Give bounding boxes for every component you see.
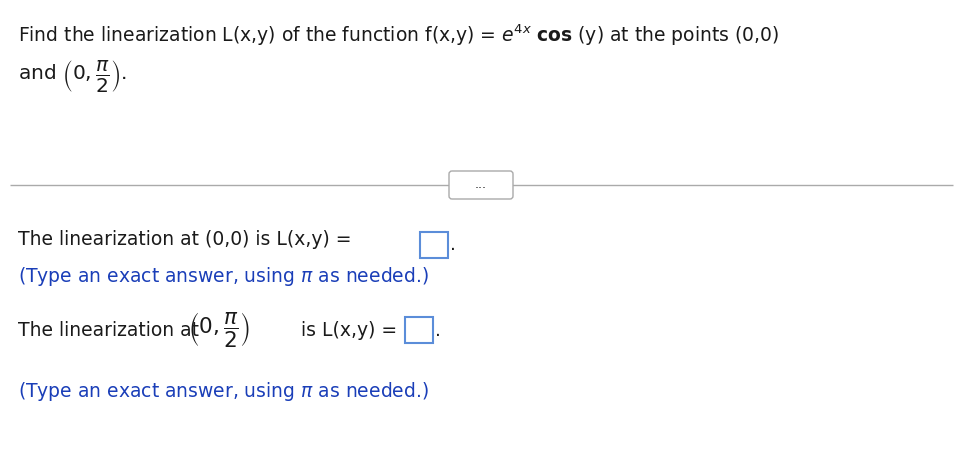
Text: and $\left(0,\dfrac{\pi}{2}\right)$.: and $\left(0,\dfrac{\pi}{2}\right)$. <box>18 58 127 94</box>
Text: .: . <box>450 236 455 254</box>
Text: .: . <box>435 320 441 340</box>
FancyBboxPatch shape <box>420 232 448 258</box>
FancyBboxPatch shape <box>405 317 433 343</box>
FancyBboxPatch shape <box>449 171 513 199</box>
Text: (Type an exact answer, using $\pi$ as needed.): (Type an exact answer, using $\pi$ as ne… <box>18 265 429 288</box>
Text: Find the linearization L(x,y) of the function f(x,y) = $e^{4x}$ $\mathbf{cos}$ (: Find the linearization L(x,y) of the fun… <box>18 22 779 48</box>
Text: $\left(0,\dfrac{\pi}{2}\right)$: $\left(0,\dfrac{\pi}{2}\right)$ <box>188 310 250 349</box>
Text: The linearization at: The linearization at <box>18 320 199 340</box>
Text: ...: ... <box>475 179 487 192</box>
Text: is L(x,y) =: is L(x,y) = <box>295 320 397 340</box>
Text: The linearization at (0,0) is L(x,y) =: The linearization at (0,0) is L(x,y) = <box>18 230 351 249</box>
Text: (Type an exact answer, using $\pi$ as needed.): (Type an exact answer, using $\pi$ as ne… <box>18 380 429 403</box>
